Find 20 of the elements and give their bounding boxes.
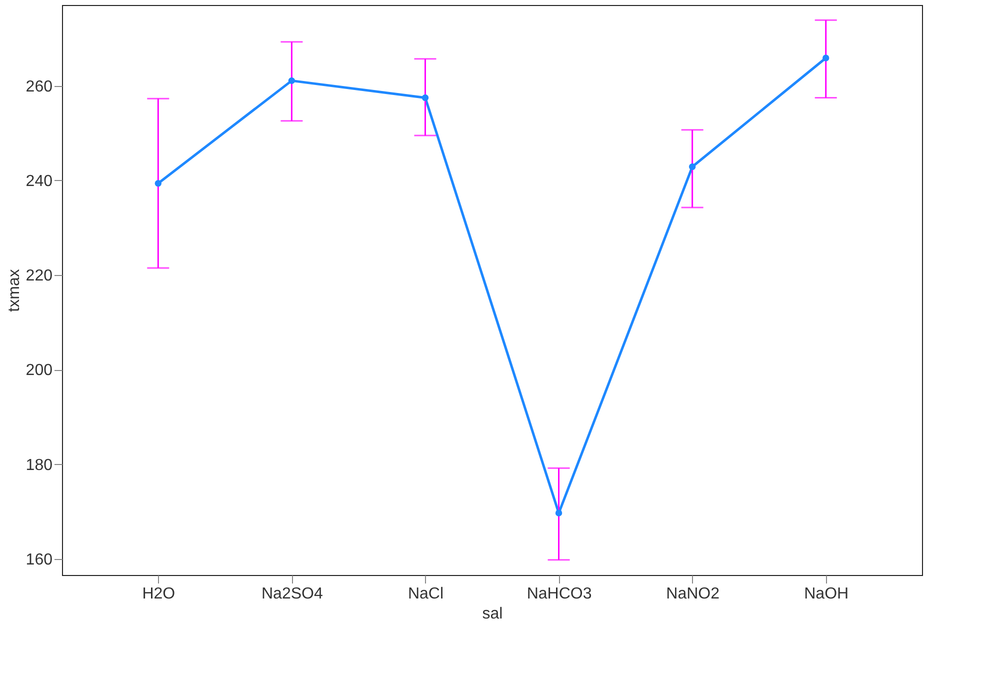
point xyxy=(822,54,830,62)
point xyxy=(422,94,429,102)
x-tick-label: NaOH xyxy=(804,586,849,602)
y-tick-label: 240 xyxy=(26,172,53,190)
x-tick-label: NaNO2 xyxy=(666,586,720,602)
x-tick-label: NaHCO3 xyxy=(526,586,592,602)
y-tick-label: 180 xyxy=(26,456,53,474)
y-tick-label: 160 xyxy=(26,551,53,568)
x-tick-label: NaCl xyxy=(408,586,444,602)
point xyxy=(688,163,696,170)
point xyxy=(555,510,562,516)
x-tick-label: Na2SO4 xyxy=(262,586,323,602)
point xyxy=(154,180,162,187)
x-axis-title: sal xyxy=(482,606,503,622)
y-tick-label: 200 xyxy=(26,362,53,380)
x-tick-label: H2O xyxy=(142,586,176,602)
y-tick-label: 260 xyxy=(26,78,53,96)
y-axis-title: txmax xyxy=(6,269,23,312)
y-tick-label: 220 xyxy=(26,268,53,285)
point xyxy=(288,77,296,84)
